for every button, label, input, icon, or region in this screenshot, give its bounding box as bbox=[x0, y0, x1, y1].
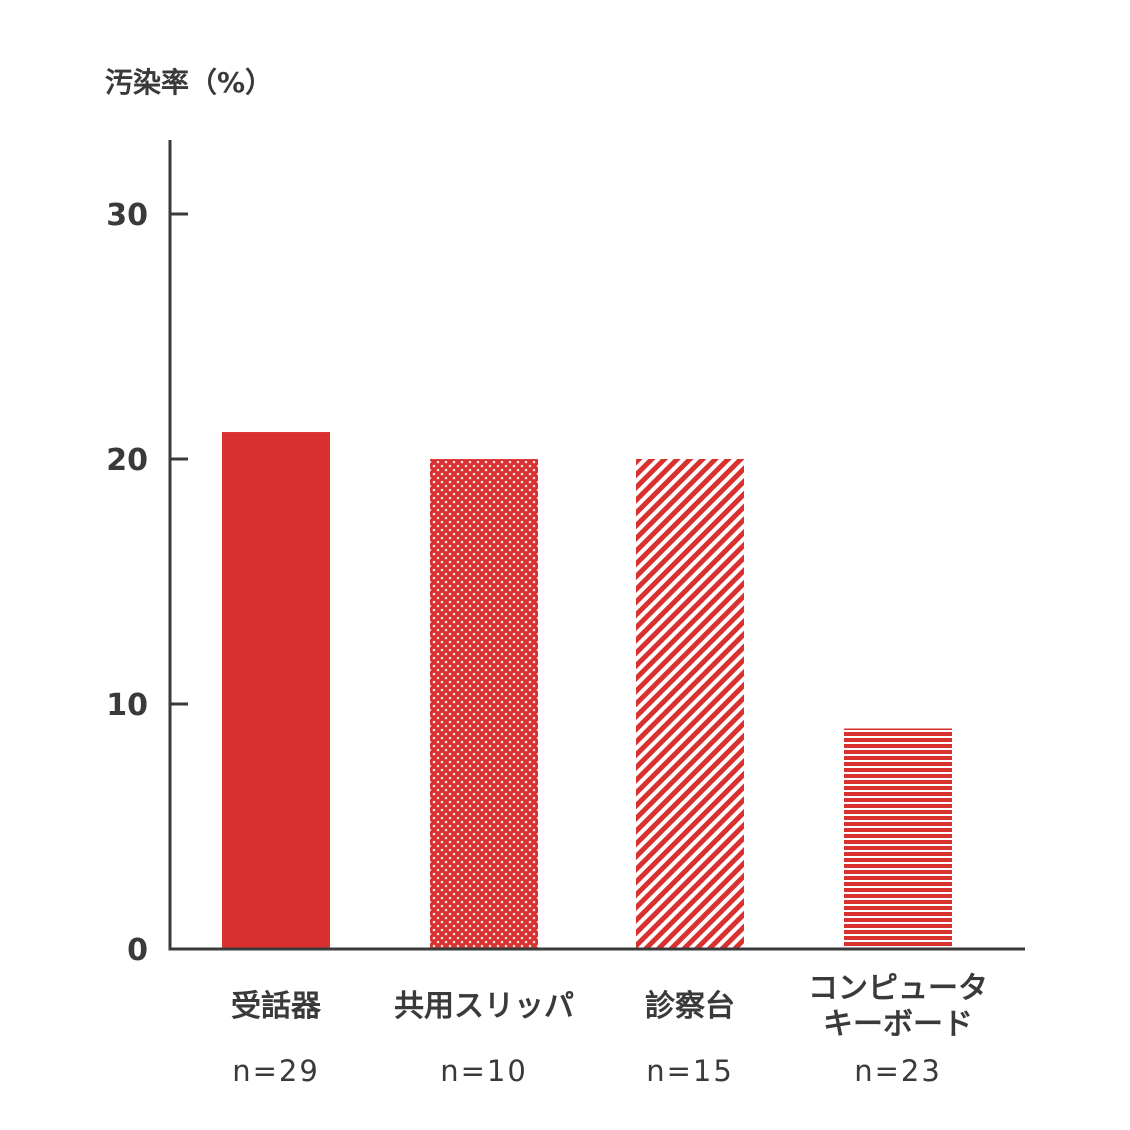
y-tick-label: 0 bbox=[127, 933, 148, 968]
x-category-label: コンピュータキーボード bbox=[808, 971, 988, 1042]
y-tick-label: 20 bbox=[106, 443, 148, 478]
bar bbox=[222, 432, 330, 948]
x-category-label: 共用スリッパ bbox=[394, 989, 574, 1024]
sample-size-label: n=15 bbox=[646, 1054, 734, 1088]
bar bbox=[844, 728, 952, 948]
x-category-label-line: キーボード bbox=[823, 1007, 973, 1042]
bar bbox=[636, 459, 744, 948]
x-category-label: 診察台 bbox=[645, 989, 735, 1024]
sample-size-label: n=10 bbox=[440, 1054, 528, 1088]
x-category-label: 受話器 bbox=[231, 989, 322, 1024]
sample-size-label: n=29 bbox=[232, 1054, 320, 1088]
sample-size-label: n=23 bbox=[854, 1054, 942, 1088]
x-category-label-line: コンピュータ bbox=[808, 971, 988, 1006]
y-tick-label: 30 bbox=[106, 198, 148, 233]
y-axis-label: 汚染率（%） bbox=[105, 66, 273, 99]
y-tick-label: 10 bbox=[106, 688, 148, 723]
bar bbox=[430, 459, 538, 948]
